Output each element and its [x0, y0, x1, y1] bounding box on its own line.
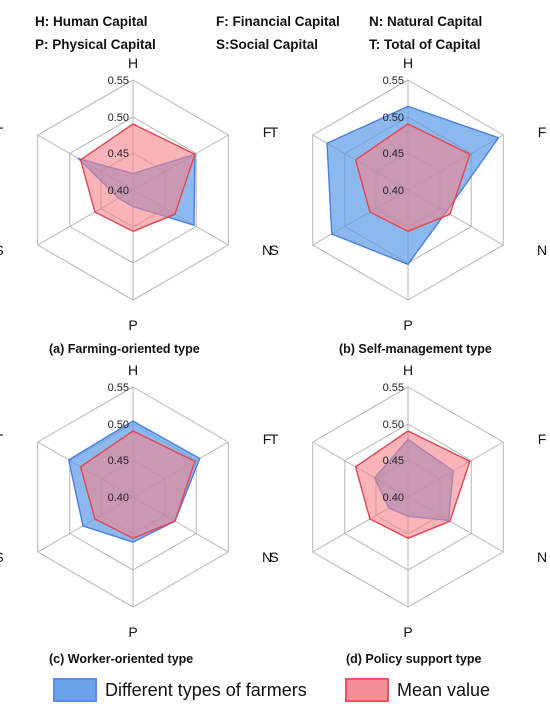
tick-label: 0.55 [383, 382, 404, 394]
key-human: H: Human Capital [35, 14, 148, 29]
key-physical: P: Physical Capital [35, 37, 156, 52]
axis-label-H: H [128, 55, 138, 71]
axis-label-N: N [537, 242, 547, 258]
series-mean-polygon [354, 123, 471, 233]
axis-label-T: T [270, 431, 279, 447]
axis-label-F: F [263, 431, 272, 447]
legend-series-label: Different types of farmers [105, 679, 307, 700]
axis-label-P: P [128, 624, 137, 640]
key-social: S:Social Capital [216, 37, 319, 52]
axis-label-N: N [262, 242, 272, 258]
series-mean-polygon [79, 123, 196, 233]
axis-label-S: S [0, 549, 4, 565]
key-total: T: Total of Capital [369, 37, 481, 52]
axis-label-F: F [263, 124, 272, 140]
axis-label-N: N [262, 549, 272, 565]
axis-label-H: H [128, 362, 138, 378]
legend-series: Different types of farmers [53, 678, 307, 702]
axis-label-H: H [403, 55, 413, 71]
axis-label-T: T [0, 124, 4, 140]
axis-label-S: S [0, 242, 4, 258]
axis-label-S: S [269, 549, 278, 565]
tick-label: 0.55 [108, 382, 129, 394]
caption-c: (c) Worker-oriented type [49, 652, 194, 666]
legend-series-swatch [53, 678, 97, 702]
radar-charts: 0.55 0.50 0.45 0.40 H F N P S T 0.55 0.50 0.45 0.40 H F… [0, 55, 547, 640]
tick-label: 0.45 [383, 455, 404, 467]
tick-label: 0.40 [383, 492, 404, 504]
tick-label: 0.40 [108, 492, 129, 504]
caption-d: (d) Policy support type [346, 652, 482, 666]
legend-mean-label: Mean value [397, 679, 491, 700]
axis-label-T: T [270, 124, 279, 140]
tick-label: 0.45 [383, 148, 404, 160]
axis-label-S: S [269, 242, 278, 258]
axis-label-P: P [403, 624, 412, 640]
axis-label-F: F [538, 124, 547, 140]
key-financial: F: Financial Capital [216, 14, 340, 29]
axis-label-T: T [0, 431, 4, 447]
series-mean-polygon [79, 430, 196, 539]
caption-b: (b) Self-management type [339, 342, 492, 356]
legend-mean: Mean value [345, 678, 490, 702]
axis-label-N: N [537, 549, 547, 565]
tick-label: 0.45 [108, 148, 129, 160]
tick-label: 0.45 [108, 455, 129, 467]
legend-mean-swatch [345, 678, 389, 702]
axis-label-F: F [538, 431, 547, 447]
tick-label: 0.40 [383, 185, 404, 197]
tick-label: 0.50 [108, 419, 129, 431]
tick-label: 0.55 [108, 75, 129, 87]
series-mean-polygon [354, 430, 471, 539]
tick-label: 0.50 [108, 112, 129, 124]
axis-label-P: P [403, 317, 412, 333]
tick-label: 0.50 [383, 419, 404, 431]
tick-label: 0.55 [383, 75, 404, 87]
axis-label-H: H [403, 362, 413, 378]
caption-a: (a) Farming-oriented type [49, 342, 200, 356]
tick-label: 0.50 [383, 112, 404, 124]
key-natural: N: Natural Capital [369, 14, 483, 29]
axis-label-P: P [128, 317, 137, 333]
tick-label: 0.40 [108, 185, 129, 197]
